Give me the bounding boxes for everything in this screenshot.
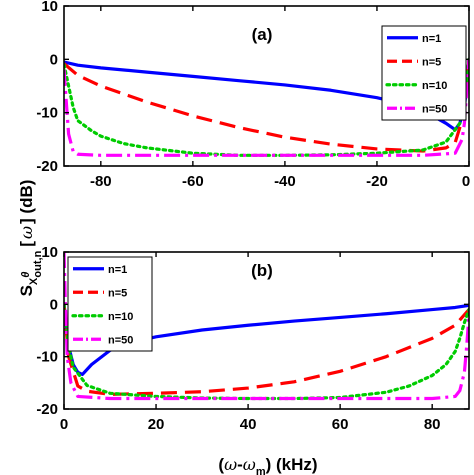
x-tick-label-a: -20 [366,173,388,190]
y-tick-label-b: -20 [36,401,58,418]
svg-text:SXθout,n[ω] (dB): SXθout,n[ω] (dB) [17,180,44,297]
panel-b: 0 20 40 60 80 -20 -10 0 10 (b) n=1 n=5 n=10 n=50 [36,244,470,433]
y-tick-label-a: -20 [36,158,58,175]
x-tick-label-a: -80 [90,173,112,190]
legend-label-b-1: n=1 [108,264,127,276]
legend-box-a [381,25,467,121]
axes-frame-a [63,5,470,167]
axes-frame-b [63,251,470,410]
y-axis-title: SXθout,n[ω] (dB) [17,180,44,297]
legend-label-b-3: n=10 [108,311,133,323]
svg-text:(ω-ωm) (kHz): (ω-ωm) (kHz) [218,455,317,475]
x-tick-label-b: 80 [424,416,441,433]
series-line-a-3 [64,57,469,157]
x-tick-label-b: 20 [148,416,165,433]
panel-label-b: (b) [251,261,273,280]
y-tick-label-b: 10 [41,244,58,261]
legend-label-a-4: n=50 [422,103,447,115]
y-tick-label-b: 0 [50,296,58,313]
panel-a: -80 -60 -40 -20 0 -20 -10 0 10 (a) n=1 n=5 n=10 n=50 [36,0,470,190]
series-line-b-4 [64,252,469,401]
y-tick-label-a: -10 [36,105,58,122]
x-tick-label-b: 60 [332,416,349,433]
legend-box-b [67,256,153,352]
y-tick-label-a: 0 [50,51,58,68]
series-line-a-4 [64,59,469,157]
x-tick-label-a: 0 [462,173,470,190]
legend-label-a-2: n=5 [422,56,441,68]
legend-label-b-4: n=50 [108,334,133,346]
series-line-a-2 [64,59,469,153]
x-tick-label-b: 40 [240,416,257,433]
y-tick-label-b: -10 [36,349,58,366]
x-axis-title: (ω-ωm) (kHz) [218,455,317,475]
legend-label-a-3: n=10 [422,80,447,92]
x-tick-label-a: -40 [274,173,296,190]
legend-label-b-2: n=5 [108,287,127,299]
legend-label-a-1: n=1 [422,33,441,45]
y-tick-label-a: 10 [41,0,58,15]
legend-b: n=1 n=5 n=10 n=50 [67,256,153,352]
panel-label-a: (a) [252,25,273,44]
legend-a: n=1 n=5 n=10 n=50 [381,25,467,121]
x-tick-label-a: -60 [182,173,204,190]
series-line-b-2 [64,304,469,396]
x-tick-label-b: 0 [60,416,68,433]
